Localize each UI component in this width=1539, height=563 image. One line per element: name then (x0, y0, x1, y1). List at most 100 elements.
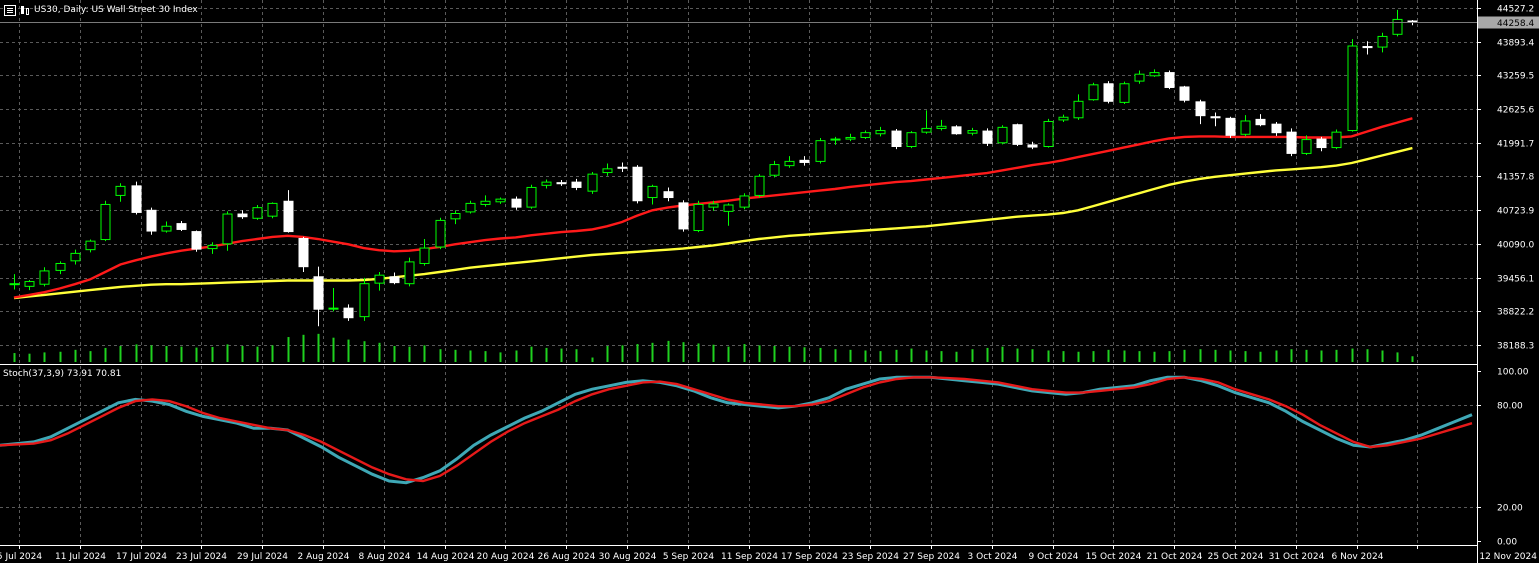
candle-body (693, 203, 704, 232)
candle-body (1347, 45, 1358, 132)
candle-body (587, 173, 598, 192)
candle-body (769, 164, 780, 176)
candle-body (754, 175, 765, 196)
candle-body (723, 204, 734, 212)
candle-body (1225, 117, 1236, 136)
candle-body (146, 209, 157, 232)
stoch-tick-label: 80.00 (1497, 402, 1523, 412)
candle-body (222, 213, 233, 245)
ma-slow-line (13, 146, 1413, 300)
candle-body (556, 182, 567, 185)
candle-body (875, 130, 886, 135)
candle-body (602, 168, 613, 174)
price-tick-label: 44527.2 (1497, 5, 1534, 15)
candle-body (1088, 84, 1099, 101)
candle-body (921, 127, 932, 133)
candle-body (815, 140, 826, 162)
candle-body (39, 270, 50, 285)
date-tick-label: 26 Aug 2024 (538, 552, 596, 562)
date-tick-label: 21 Oct 2024 (1147, 552, 1203, 562)
candle-body (632, 166, 643, 202)
candle-body (389, 276, 400, 284)
candle-body (283, 200, 294, 233)
candle-body (435, 219, 446, 248)
stoch-tick-label: 0.00 (1497, 538, 1517, 548)
candle-body (967, 130, 978, 134)
candle-body (465, 202, 476, 213)
candle-body (70, 252, 81, 262)
candlesticks (9, 9, 1418, 327)
last-price-label: 44258.4 (1497, 19, 1534, 29)
candle-body (191, 231, 202, 250)
date-tick-label: 11 Jul 2024 (55, 552, 106, 562)
price-tick-label: 39456.1 (1497, 275, 1534, 285)
candle-body (85, 240, 96, 251)
candle-body (799, 159, 810, 163)
candle-body (1119, 83, 1130, 103)
candle-body (1195, 101, 1206, 117)
candle-body (1377, 35, 1388, 48)
candle-body (541, 181, 552, 186)
candle-body (404, 261, 415, 285)
stoch-main-line (0, 375, 1473, 485)
date-tick-label: 17 Sep 2024 (781, 552, 838, 562)
candle-body (1392, 18, 1403, 35)
stoch-tick-label: 100.00 (1497, 368, 1529, 378)
candle-body (571, 181, 582, 188)
date-tick-label: 25 Oct 2024 (1208, 552, 1264, 562)
candle-body (891, 130, 902, 148)
date-tick-label: 3 Oct 2024 (968, 552, 1018, 562)
price-tick-label: 43893.4 (1497, 39, 1534, 49)
candle-body (1149, 72, 1160, 77)
candle-body (1301, 139, 1312, 154)
candle-body (161, 225, 172, 232)
candle-body (1271, 123, 1282, 134)
candle-body (1012, 124, 1023, 145)
candle-body (1043, 121, 1054, 148)
price-tick-label: 40090.0 (1497, 241, 1534, 251)
price-tick-label: 38188.3 (1497, 342, 1534, 352)
candle-body (951, 126, 962, 135)
date-tick-label: 11 Sep 2024 (721, 552, 778, 562)
candle-body (1179, 86, 1190, 101)
date-tick-label: 6 Nov 2024 (1332, 552, 1384, 562)
candle-body (906, 132, 917, 148)
price-tick-label: 40723.9 (1497, 207, 1534, 217)
candle-body (359, 283, 370, 318)
candle-body (617, 166, 628, 169)
candle-body (647, 185, 658, 199)
candle-body (784, 160, 795, 167)
candle-body (663, 191, 674, 199)
stochastic-lines (0, 375, 1473, 485)
candle-body (1331, 131, 1342, 149)
candle-body (860, 132, 871, 138)
date-tick-label: 17 Jul 2024 (116, 552, 167, 562)
candle-body (845, 136, 856, 140)
candle-body (480, 200, 491, 205)
candle-body (936, 125, 947, 129)
price-tick-label: 41991.7 (1497, 140, 1534, 150)
candle-body (982, 130, 993, 144)
last-price-tag (1478, 16, 1539, 29)
candle-body (1058, 116, 1069, 121)
date-tick-label: 23 Sep 2024 (842, 552, 899, 562)
candlestick-icon[interactable] (19, 5, 31, 16)
candle-body (24, 281, 35, 287)
stoch-signal-line (0, 376, 1473, 483)
date-tick-label: 15 Oct 2024 (1086, 552, 1142, 562)
candle-body (1362, 46, 1373, 49)
menu-list-icon[interactable] (4, 4, 16, 16)
date-tick-label: 31 Oct 2024 (1269, 552, 1325, 562)
candle-body (1240, 120, 1251, 135)
candle-body (100, 203, 111, 241)
price-tick-label: 38822.2 (1497, 308, 1534, 318)
candle-body (1316, 138, 1327, 149)
price-tick-label: 42625.6 (1497, 106, 1534, 116)
candle-body (1027, 144, 1038, 148)
candle-body (9, 283, 20, 286)
candle-body (450, 212, 461, 220)
candle-body (678, 202, 689, 230)
candle-body (1073, 100, 1084, 119)
candle-body (830, 138, 841, 141)
